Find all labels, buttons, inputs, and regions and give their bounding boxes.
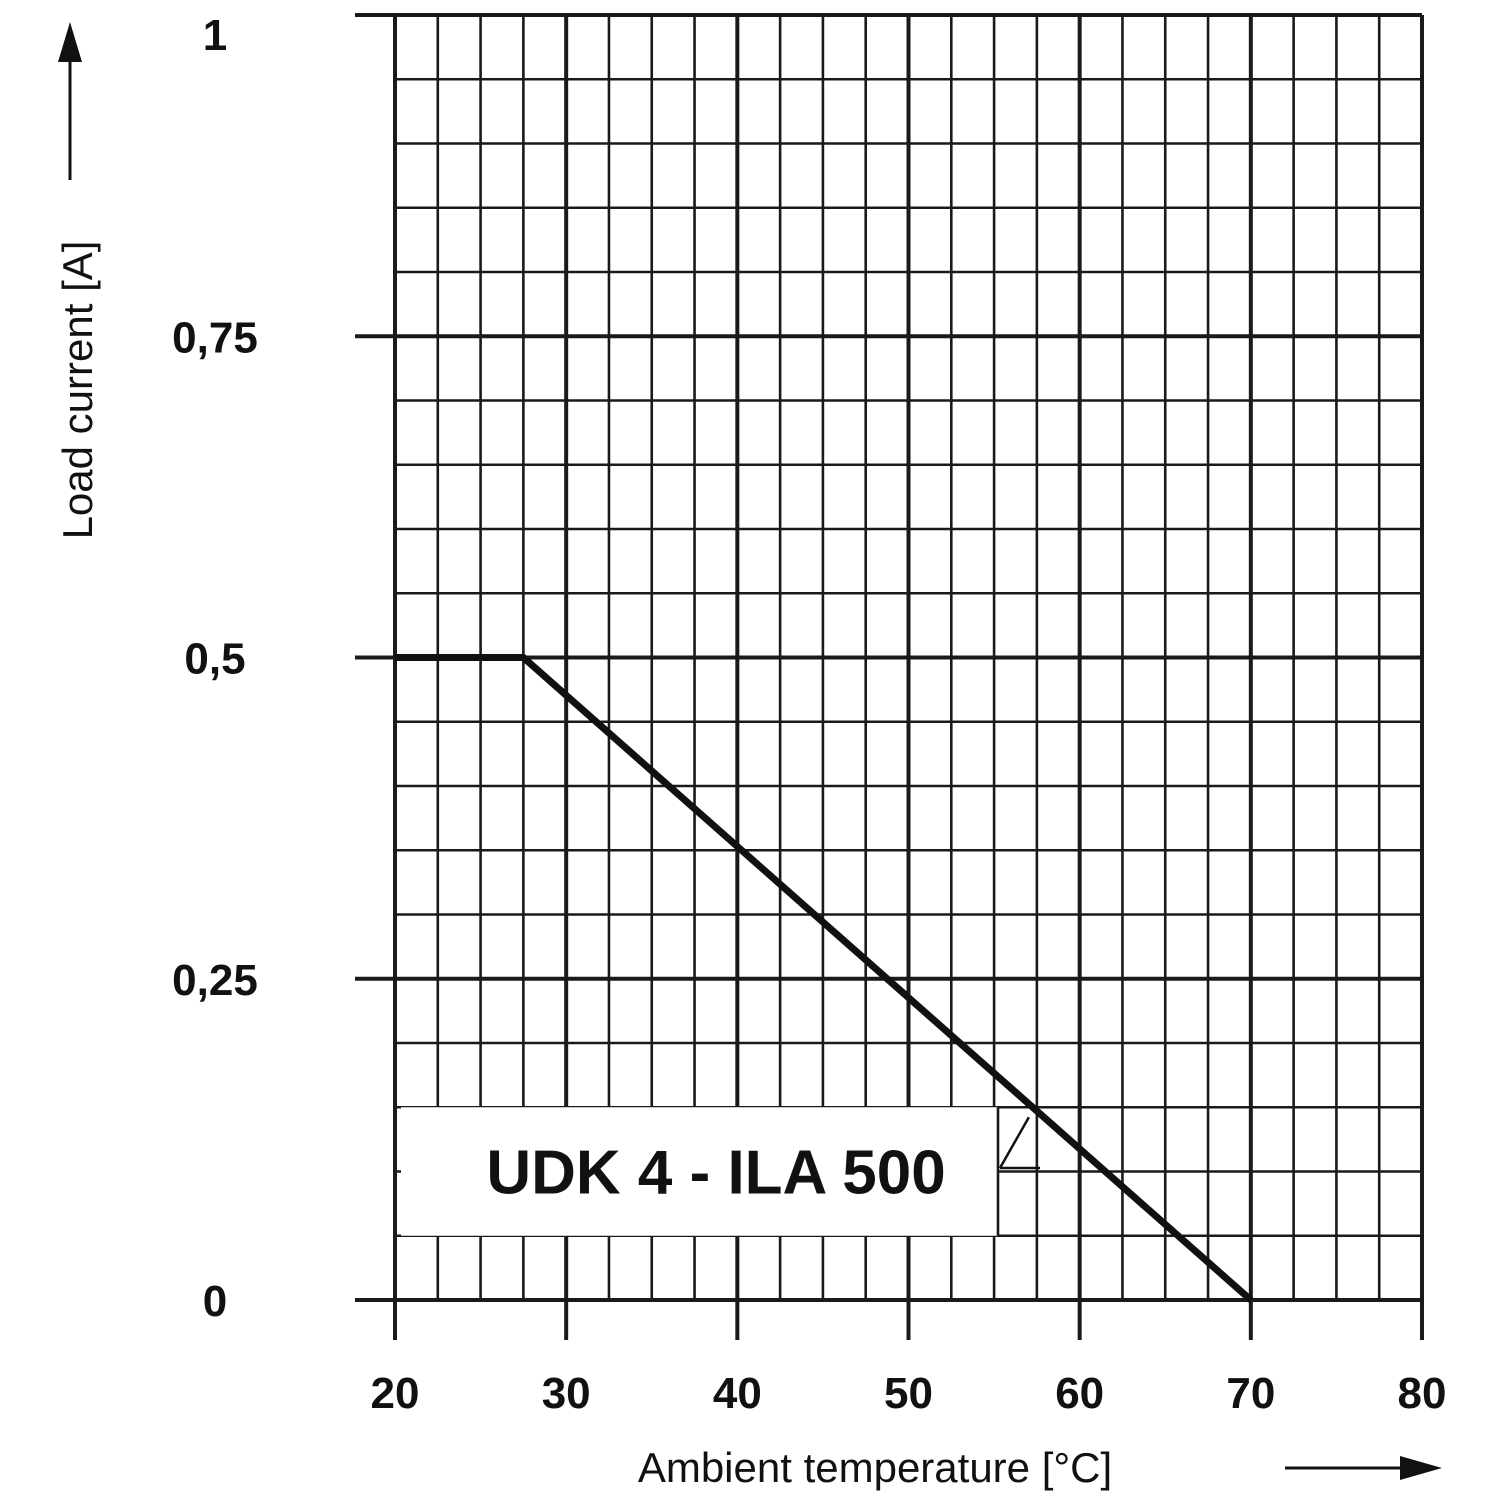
- x-tick-label: 30: [542, 1369, 591, 1418]
- x-tick-label: 70: [1226, 1369, 1275, 1418]
- x-axis-title-group: Ambient temperature [°C]: [638, 1444, 1442, 1491]
- x-tick-label: 20: [371, 1369, 420, 1418]
- y-axis-arrow-icon: [58, 22, 82, 62]
- annotation-leader: [998, 1116, 1030, 1169]
- grid: [355, 13, 1424, 1340]
- annotation-label: UDK 4 - ILA 500: [486, 1139, 945, 1208]
- x-axis-title: Ambient temperature [°C]: [638, 1444, 1112, 1491]
- y-tick-label: 0,75: [172, 313, 258, 362]
- y-tick-label: 1: [203, 11, 227, 60]
- y-tick-label: 0,25: [172, 956, 258, 1005]
- x-tick-label: 80: [1398, 1369, 1447, 1418]
- x-tick-label: 60: [1055, 1369, 1104, 1418]
- y-axis-ticks: 0 0,25 0,5 0,75 1: [172, 11, 258, 1326]
- series-line: [395, 654, 1254, 1303]
- x-axis-ticks: 20 30 40 50 60 70 80: [371, 1369, 1447, 1418]
- y-tick-label: 0: [203, 1277, 227, 1326]
- x-axis-arrow-icon: [1400, 1456, 1442, 1480]
- y-axis-title: Load current [A]: [54, 241, 101, 540]
- x-tick-label: 50: [884, 1369, 933, 1418]
- y-tick-label: 0,5: [184, 635, 245, 684]
- y-axis-title-group: Load current [A]: [54, 22, 101, 539]
- annotation-box: [401, 1107, 998, 1236]
- x-tick-label: 40: [713, 1369, 762, 1418]
